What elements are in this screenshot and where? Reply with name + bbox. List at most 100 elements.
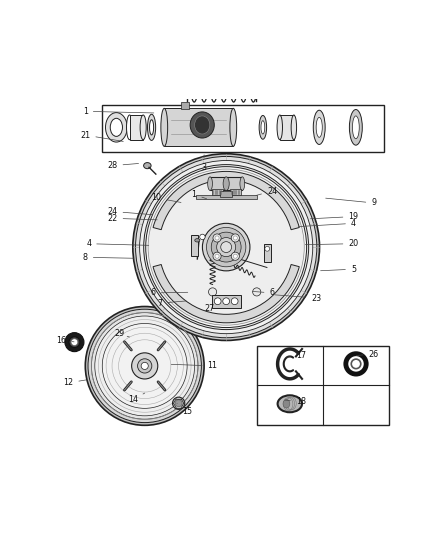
Circle shape [206,228,246,267]
Circle shape [65,333,84,352]
Circle shape [102,324,187,408]
Text: 29: 29 [114,329,130,338]
Circle shape [215,254,219,259]
Circle shape [132,353,158,379]
Circle shape [233,236,237,240]
Ellipse shape [278,395,302,412]
Ellipse shape [127,115,133,140]
Ellipse shape [149,120,154,135]
Text: 11: 11 [171,361,218,370]
Circle shape [215,236,219,240]
Circle shape [231,252,239,260]
Circle shape [69,337,80,348]
Circle shape [146,167,307,328]
Bar [220,191,232,197]
Bar [230,189,240,195]
Circle shape [265,246,270,251]
Text: 28: 28 [107,161,138,170]
Text: 12: 12 [63,378,86,387]
Text: 22: 22 [107,214,157,223]
Circle shape [140,160,313,334]
Circle shape [88,309,201,423]
Text: 24: 24 [256,187,277,196]
Circle shape [346,354,366,374]
Ellipse shape [190,112,214,138]
Ellipse shape [106,112,127,142]
Circle shape [233,254,237,259]
Text: 19: 19 [311,212,359,221]
Bar [196,195,257,199]
Ellipse shape [291,115,297,140]
Circle shape [95,316,194,416]
Bar [264,244,271,262]
Text: 26: 26 [356,350,379,359]
Ellipse shape [148,114,155,140]
Bar [191,235,198,256]
Text: 4: 4 [86,239,149,248]
Text: 14: 14 [128,393,145,405]
Bar [102,104,384,152]
Ellipse shape [144,163,151,168]
Bar [280,115,294,140]
Circle shape [214,298,221,305]
Circle shape [213,252,221,260]
Ellipse shape [283,400,290,408]
Ellipse shape [240,177,245,190]
Ellipse shape [195,239,200,242]
Circle shape [213,234,221,242]
Bar [257,345,389,425]
Bar [210,177,242,190]
Bar [181,102,189,109]
Ellipse shape [277,115,283,140]
Circle shape [223,298,230,305]
Text: 23: 23 [275,294,321,303]
Circle shape [85,306,204,425]
Ellipse shape [259,116,267,139]
Text: 6: 6 [151,288,188,297]
Text: 10: 10 [152,193,181,203]
Text: 18: 18 [285,397,306,406]
Text: 21: 21 [80,131,123,141]
Wedge shape [153,264,299,323]
Circle shape [202,223,250,271]
Circle shape [135,157,317,338]
Circle shape [141,362,148,369]
Text: 9: 9 [326,198,376,207]
Ellipse shape [208,177,212,190]
Text: 20: 20 [305,239,359,248]
Text: 3: 3 [201,155,207,172]
Ellipse shape [350,109,362,145]
Circle shape [217,238,236,256]
Circle shape [253,288,261,296]
Text: 6: 6 [253,288,275,297]
Ellipse shape [313,110,325,144]
Circle shape [208,288,217,296]
Ellipse shape [230,108,237,147]
Circle shape [138,359,152,373]
Text: 27: 27 [204,298,216,313]
Text: 4: 4 [299,219,356,228]
Bar [164,108,233,147]
Text: 16: 16 [57,336,74,345]
Circle shape [148,169,304,325]
Circle shape [351,359,361,369]
Text: 1: 1 [83,107,154,116]
Circle shape [200,234,205,240]
Circle shape [231,298,238,305]
Bar [212,189,223,195]
Circle shape [71,339,78,345]
Circle shape [173,397,185,409]
Ellipse shape [353,116,359,139]
Circle shape [175,400,182,407]
Ellipse shape [140,115,146,140]
Text: 8: 8 [83,253,134,262]
Ellipse shape [110,118,123,136]
Text: 7: 7 [157,298,186,308]
Circle shape [231,234,239,242]
Wedge shape [153,172,299,230]
Ellipse shape [316,117,322,138]
Text: 5: 5 [321,265,356,273]
Circle shape [144,165,309,329]
Ellipse shape [261,120,265,134]
Circle shape [92,313,198,419]
